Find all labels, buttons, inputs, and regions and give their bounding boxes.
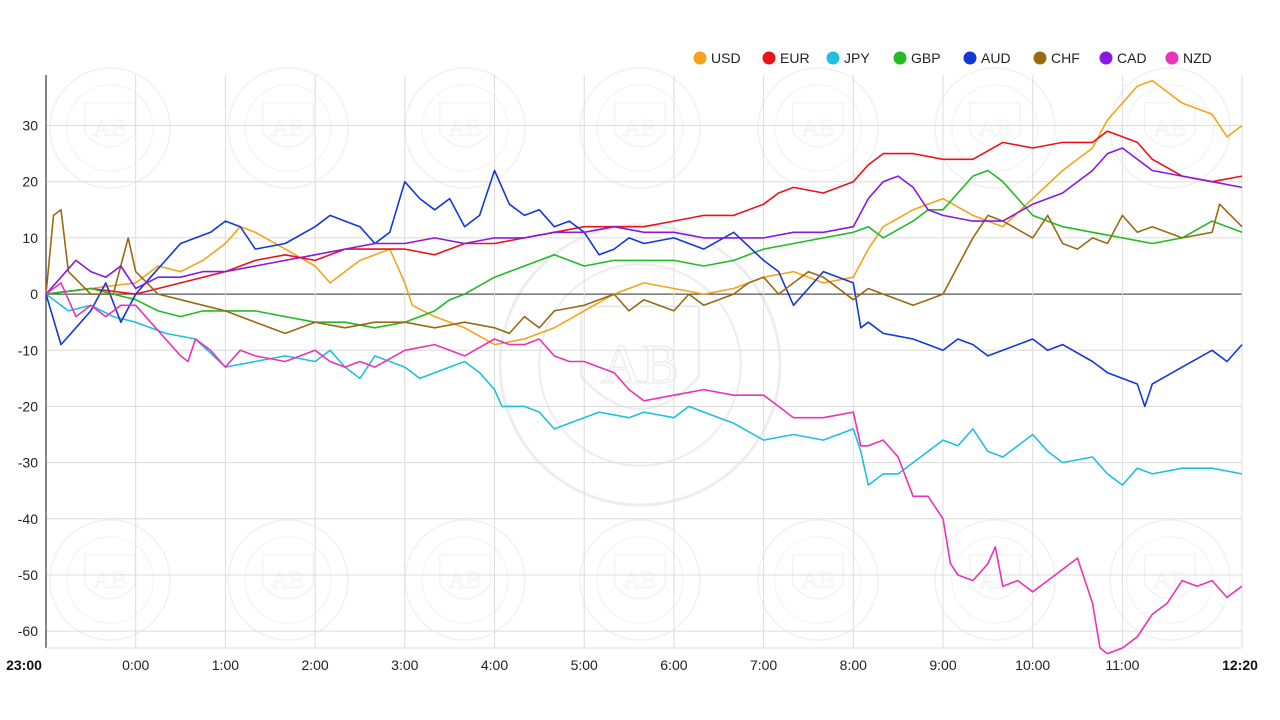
watermark-emblem: AB (757, 67, 879, 189)
chart-series (45, 79, 1243, 655)
x-tick-label: 10:00 (1015, 657, 1050, 673)
y-tick-label: 10 (22, 230, 38, 246)
series-line-cad (45, 147, 1243, 295)
watermark-emblem: AB (49, 67, 171, 189)
watermark-emblem: AB (404, 519, 526, 641)
legend-marker (1033, 51, 1047, 65)
legend-label: GBP (911, 50, 941, 66)
y-tick-label: 30 (22, 118, 38, 134)
chart-legend: USD EUR JPY GBP AUD CHF CAD NZD (693, 50, 1212, 66)
watermark-emblem: AB (934, 519, 1056, 641)
chart-tick-labels: 30 20 10 0 -10 -20 -30 -40 -50 -60 23:00 0:00 1:00 2:… (6, 118, 1258, 673)
watermark-text: AB (978, 568, 1011, 594)
legend-marker (826, 51, 840, 65)
x-tick-label: 3:00 (391, 657, 418, 673)
x-tick-label: 5:00 (571, 657, 598, 673)
watermark-text: AB (601, 334, 679, 396)
legend-label: CAD (1117, 50, 1147, 66)
legend-item-gbp[interactable]: GBP (893, 50, 941, 66)
legend-item-chf[interactable]: CHF (1033, 50, 1080, 66)
chart-axes (45, 75, 1242, 649)
x-tick-label: 12:20 (1222, 657, 1258, 673)
watermark-text: AB (93, 568, 126, 594)
series-line-usd (45, 79, 1243, 346)
legend-item-usd[interactable]: USD (693, 50, 741, 66)
legend-item-cad[interactable]: CAD (1099, 50, 1147, 66)
x-tick-label: 6:00 (660, 657, 687, 673)
watermark-text: AB (801, 116, 834, 142)
legend-item-eur[interactable]: EUR (762, 50, 810, 66)
watermark-emblem: AB (404, 67, 526, 189)
watermark-emblem: AB (49, 519, 171, 641)
series-line-gbp (45, 169, 1243, 329)
watermark-emblem: AB (227, 67, 349, 189)
x-tick-label: 1:00 (212, 657, 239, 673)
legend-item-nzd[interactable]: NZD (1165, 50, 1212, 66)
watermark-text: AB (801, 568, 834, 594)
watermark-text: AB (1153, 116, 1186, 142)
legend-label: AUD (981, 50, 1011, 66)
watermark-emblem: AB (579, 67, 701, 189)
series-line-jpy (45, 293, 1243, 486)
series-line-eur (45, 130, 1243, 295)
y-tick-label: -10 (18, 342, 38, 358)
watermark-text: AB (271, 568, 304, 594)
y-tick-label: 20 (22, 174, 38, 190)
x-tick-label: 0:00 (122, 657, 149, 673)
x-tick-label: 7:00 (750, 657, 777, 673)
x-tick-label: 4:00 (481, 657, 508, 673)
watermark-emblem: AB (757, 519, 879, 641)
legend-label: CHF (1051, 50, 1080, 66)
legend-label: EUR (780, 50, 810, 66)
watermark-emblem: AB (579, 519, 701, 641)
legend-item-jpy[interactable]: JPY (826, 50, 871, 66)
y-tick-label: 0 (30, 286, 38, 302)
x-tick-label: 8:00 (840, 657, 867, 673)
watermark-text: AB (93, 116, 126, 142)
y-tick-label: -40 (18, 511, 38, 527)
series-line-chf (45, 203, 1243, 335)
legend-label: USD (711, 50, 741, 66)
chart-grid (45, 75, 1243, 648)
series-line-aud (45, 169, 1243, 408)
y-tick-label: -50 (18, 567, 38, 583)
legend-marker (693, 51, 707, 65)
legend-label: JPY (844, 50, 870, 66)
watermark-text: AB (448, 568, 481, 594)
watermark-text: AB (271, 116, 304, 142)
watermark-text: AB (623, 568, 656, 594)
watermark-emblem: AB (227, 519, 349, 641)
y-tick-label: -20 (18, 398, 38, 414)
legend-marker (762, 51, 776, 65)
series-line-nzd (45, 282, 1243, 655)
watermark-text: AB (978, 116, 1011, 142)
x-tick-label: 23:00 (6, 657, 42, 673)
watermark-emblem: AB (934, 67, 1056, 189)
y-tick-label: -30 (18, 455, 38, 471)
watermark-emblem: AB (498, 223, 782, 507)
legend-marker (1165, 51, 1179, 65)
x-tick-label: 9:00 (929, 657, 956, 673)
watermark-text: AB (623, 116, 656, 142)
legend-marker (893, 51, 907, 65)
x-tick-label: 2:00 (301, 657, 328, 673)
legend-item-aud[interactable]: AUD (963, 50, 1011, 66)
watermark-emblem: AB (1109, 67, 1231, 189)
legend-marker (1099, 51, 1113, 65)
x-tick-label: 11:00 (1105, 657, 1139, 673)
legend-label: NZD (1183, 50, 1212, 66)
watermark-text: AB (448, 116, 481, 142)
y-tick-label: -60 (18, 623, 38, 639)
legend-marker (963, 51, 977, 65)
